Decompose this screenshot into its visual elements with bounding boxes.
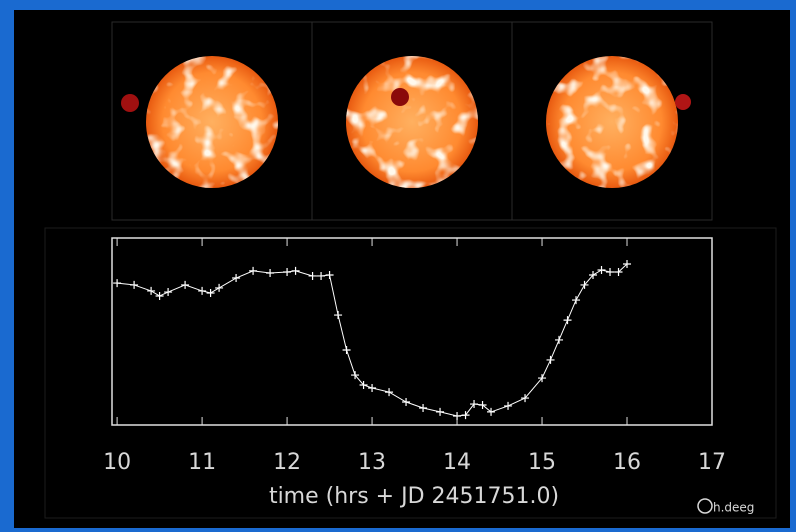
x-tick-label: 16 <box>613 450 641 475</box>
x-tick-label: 11 <box>188 450 216 475</box>
chart: time (hrs + JD 2451751.0) h.deeg 10 11 12 1… <box>0 0 796 532</box>
x-tick-label: 12 <box>273 450 301 475</box>
x-tick-label: 13 <box>358 450 386 475</box>
x-tick-label: 10 <box>103 450 131 475</box>
page: time (hrs + JD 2451751.0) h.deeg 10 11 12 1… <box>0 0 796 532</box>
x-tick-label: 14 <box>443 450 471 475</box>
x-axis-label: time (hrs + JD 2451751.0) <box>269 484 559 509</box>
x-tick-label: 17 <box>698 450 726 475</box>
credit: h.deeg <box>713 501 754 515</box>
x-tick-label: 15 <box>528 450 556 475</box>
